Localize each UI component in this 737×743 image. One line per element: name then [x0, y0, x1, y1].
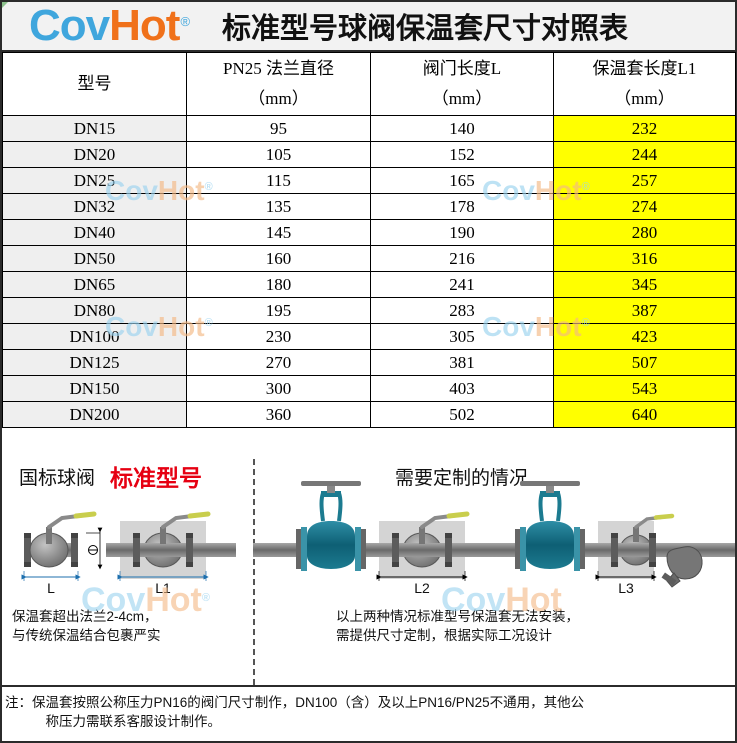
svg-text:L1: L1	[155, 580, 171, 596]
svg-text:L3: L3	[618, 580, 634, 596]
svg-text:L2: L2	[414, 580, 430, 596]
svg-text:L: L	[47, 580, 55, 596]
